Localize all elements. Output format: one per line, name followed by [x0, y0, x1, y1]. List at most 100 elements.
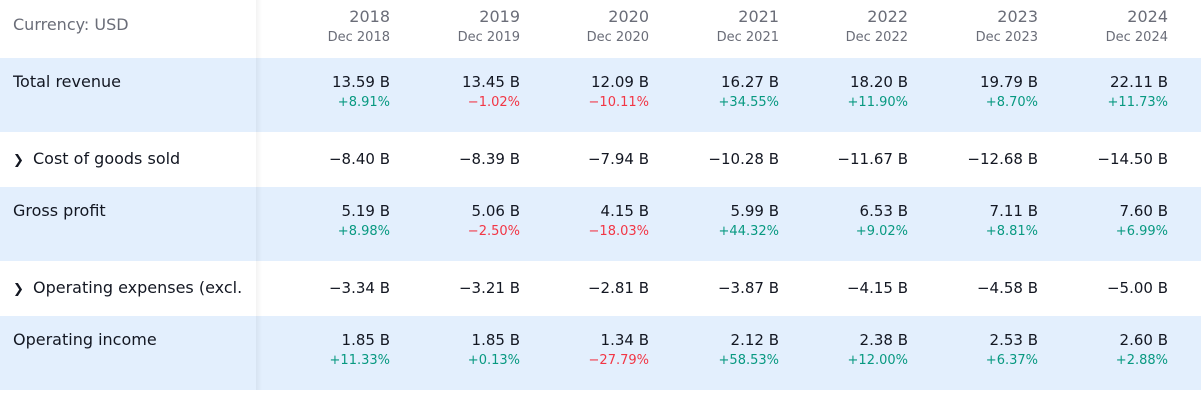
value: −10.28 B: [708, 150, 779, 168]
change-percent: −1.02%: [467, 95, 520, 110]
table-row[interactable]: ❯ Operating expenses (excl. −3.34 B −3.21 B…: [0, 261, 1201, 316]
value-cell: −5.00 B: [1048, 261, 1168, 297]
row-label-cell: Gross profit: [0, 187, 256, 261]
column-period: Dec 2020: [586, 30, 649, 45]
column-year: 2024: [1127, 7, 1168, 26]
table-row: Total revenue 13.59 B +8.91% 13.45 B −1.02% 1…: [0, 58, 1201, 132]
value: 7.11 B: [989, 202, 1038, 220]
value-cell: 7.60 B +6.99%: [1048, 187, 1168, 240]
change-percent: +9.02%: [855, 224, 908, 239]
value: −14.50 B: [1097, 150, 1168, 168]
value-cell: −3.21 B: [400, 261, 520, 297]
row-label-cell[interactable]: ❯ Operating expenses (excl.: [0, 261, 256, 316]
column-header-2018: 2018 Dec 2018: [270, 0, 390, 46]
chevron-right-icon[interactable]: ❯: [13, 153, 24, 168]
value: −3.34 B: [328, 279, 390, 297]
sticky-column-shadow: [256, 132, 262, 187]
value-cell: 1.34 B −27.79%: [529, 316, 649, 369]
change-percent: +11.73%: [1107, 95, 1168, 110]
column-period: Dec 2021: [716, 30, 779, 45]
value-cell: 13.59 B +8.91%: [270, 58, 390, 111]
value-cell: 1.85 B +0.13%: [400, 316, 520, 369]
value-cell: −8.40 B: [270, 132, 390, 168]
value: 1.85 B: [341, 331, 390, 349]
change-percent: +8.81%: [985, 224, 1038, 239]
change-percent: −27.79%: [588, 353, 649, 368]
value: 16.27 B: [720, 73, 779, 91]
currency-cell: Currency: USD: [0, 0, 256, 58]
change-percent: +2.88%: [1115, 353, 1168, 368]
column-period: Dec 2024: [1105, 30, 1168, 45]
value-cell: −2.81 B: [529, 261, 649, 297]
change-percent: +6.99%: [1115, 224, 1168, 239]
value-cell: −10.28 B: [659, 132, 779, 168]
value: −3.87 B: [717, 279, 779, 297]
column-header-2024: 2024 Dec 2024: [1048, 0, 1168, 46]
change-percent: +6.37%: [985, 353, 1038, 368]
value: −11.67 B: [837, 150, 908, 168]
row-label: Cost of goods sold: [33, 149, 181, 168]
value-cell: 19.79 B +8.70%: [918, 58, 1038, 111]
value-cell: 7.11 B +8.81%: [918, 187, 1038, 240]
value: −8.39 B: [458, 150, 520, 168]
column-period: Dec 2023: [975, 30, 1038, 45]
value: −4.15 B: [846, 279, 908, 297]
value-cell: 1.85 B +11.33%: [270, 316, 390, 369]
change-percent: +8.91%: [337, 95, 390, 110]
sticky-column-shadow: [256, 0, 262, 58]
row-label-cell: Total revenue: [0, 58, 256, 132]
value: 13.45 B: [461, 73, 520, 91]
value-cell: 5.19 B +8.98%: [270, 187, 390, 240]
value-cell: −3.34 B: [270, 261, 390, 297]
column-year: 2018: [349, 7, 390, 26]
value: −3.21 B: [458, 279, 520, 297]
value: 2.12 B: [730, 331, 779, 349]
change-percent: +8.70%: [985, 95, 1038, 110]
change-percent: +11.33%: [329, 353, 390, 368]
table-row: Operating income 1.85 B +11.33% 1.85 B +0.13…: [0, 316, 1201, 390]
value-cell: 12.09 B −10.11%: [529, 58, 649, 111]
value: 12.09 B: [590, 73, 649, 91]
table-row[interactable]: ❯ Cost of goods sold −8.40 B −8.39 B −7.94 B…: [0, 132, 1201, 187]
column-header-2021: 2021 Dec 2021: [659, 0, 779, 46]
value: 18.20 B: [849, 73, 908, 91]
change-percent: +44.32%: [718, 224, 779, 239]
value: 13.59 B: [331, 73, 390, 91]
change-percent: +11.90%: [847, 95, 908, 110]
table-header-row: Currency: USD 2018 Dec 2018 2019 Dec 2019 20…: [0, 0, 1201, 58]
value-cell: 4.15 B −18.03%: [529, 187, 649, 240]
value-cell: −4.58 B: [918, 261, 1038, 297]
value-cell: 16.27 B +34.55%: [659, 58, 779, 111]
value: −5.00 B: [1106, 279, 1168, 297]
column-period: Dec 2022: [845, 30, 908, 45]
value-cell: −14.50 B: [1048, 132, 1168, 168]
value-cell: −11.67 B: [788, 132, 908, 168]
column-year: 2020: [608, 7, 649, 26]
column-year: 2021: [738, 7, 779, 26]
value-cell: 2.38 B +12.00%: [788, 316, 908, 369]
currency-label: Currency: USD: [13, 15, 129, 34]
row-label: Operating income: [13, 330, 157, 349]
value-cell: −4.15 B: [788, 261, 908, 297]
value-cell: 6.53 B +9.02%: [788, 187, 908, 240]
change-percent: +58.53%: [718, 353, 779, 368]
value-cell: 2.12 B +58.53%: [659, 316, 779, 369]
column-period: Dec 2019: [457, 30, 520, 45]
value-cell: 5.99 B +44.32%: [659, 187, 779, 240]
value-cell: −7.94 B: [529, 132, 649, 168]
column-period: Dec 2018: [327, 30, 390, 45]
chevron-right-icon[interactable]: ❯: [13, 282, 24, 297]
row-label: Total revenue: [13, 72, 121, 91]
value: −12.68 B: [967, 150, 1038, 168]
value: 1.85 B: [471, 331, 520, 349]
row-label-cell[interactable]: ❯ Cost of goods sold: [0, 132, 256, 187]
value: 5.19 B: [341, 202, 390, 220]
value-cell: 2.60 B +2.88%: [1048, 316, 1168, 369]
value: 6.53 B: [859, 202, 908, 220]
change-percent: +12.00%: [847, 353, 908, 368]
value: −4.58 B: [976, 279, 1038, 297]
value-cell: −12.68 B: [918, 132, 1038, 168]
change-percent: +0.13%: [467, 353, 520, 368]
table-row: Gross profit 5.19 B +8.98% 5.06 B −2.50% 4.15…: [0, 187, 1201, 261]
value: 22.11 B: [1109, 73, 1168, 91]
